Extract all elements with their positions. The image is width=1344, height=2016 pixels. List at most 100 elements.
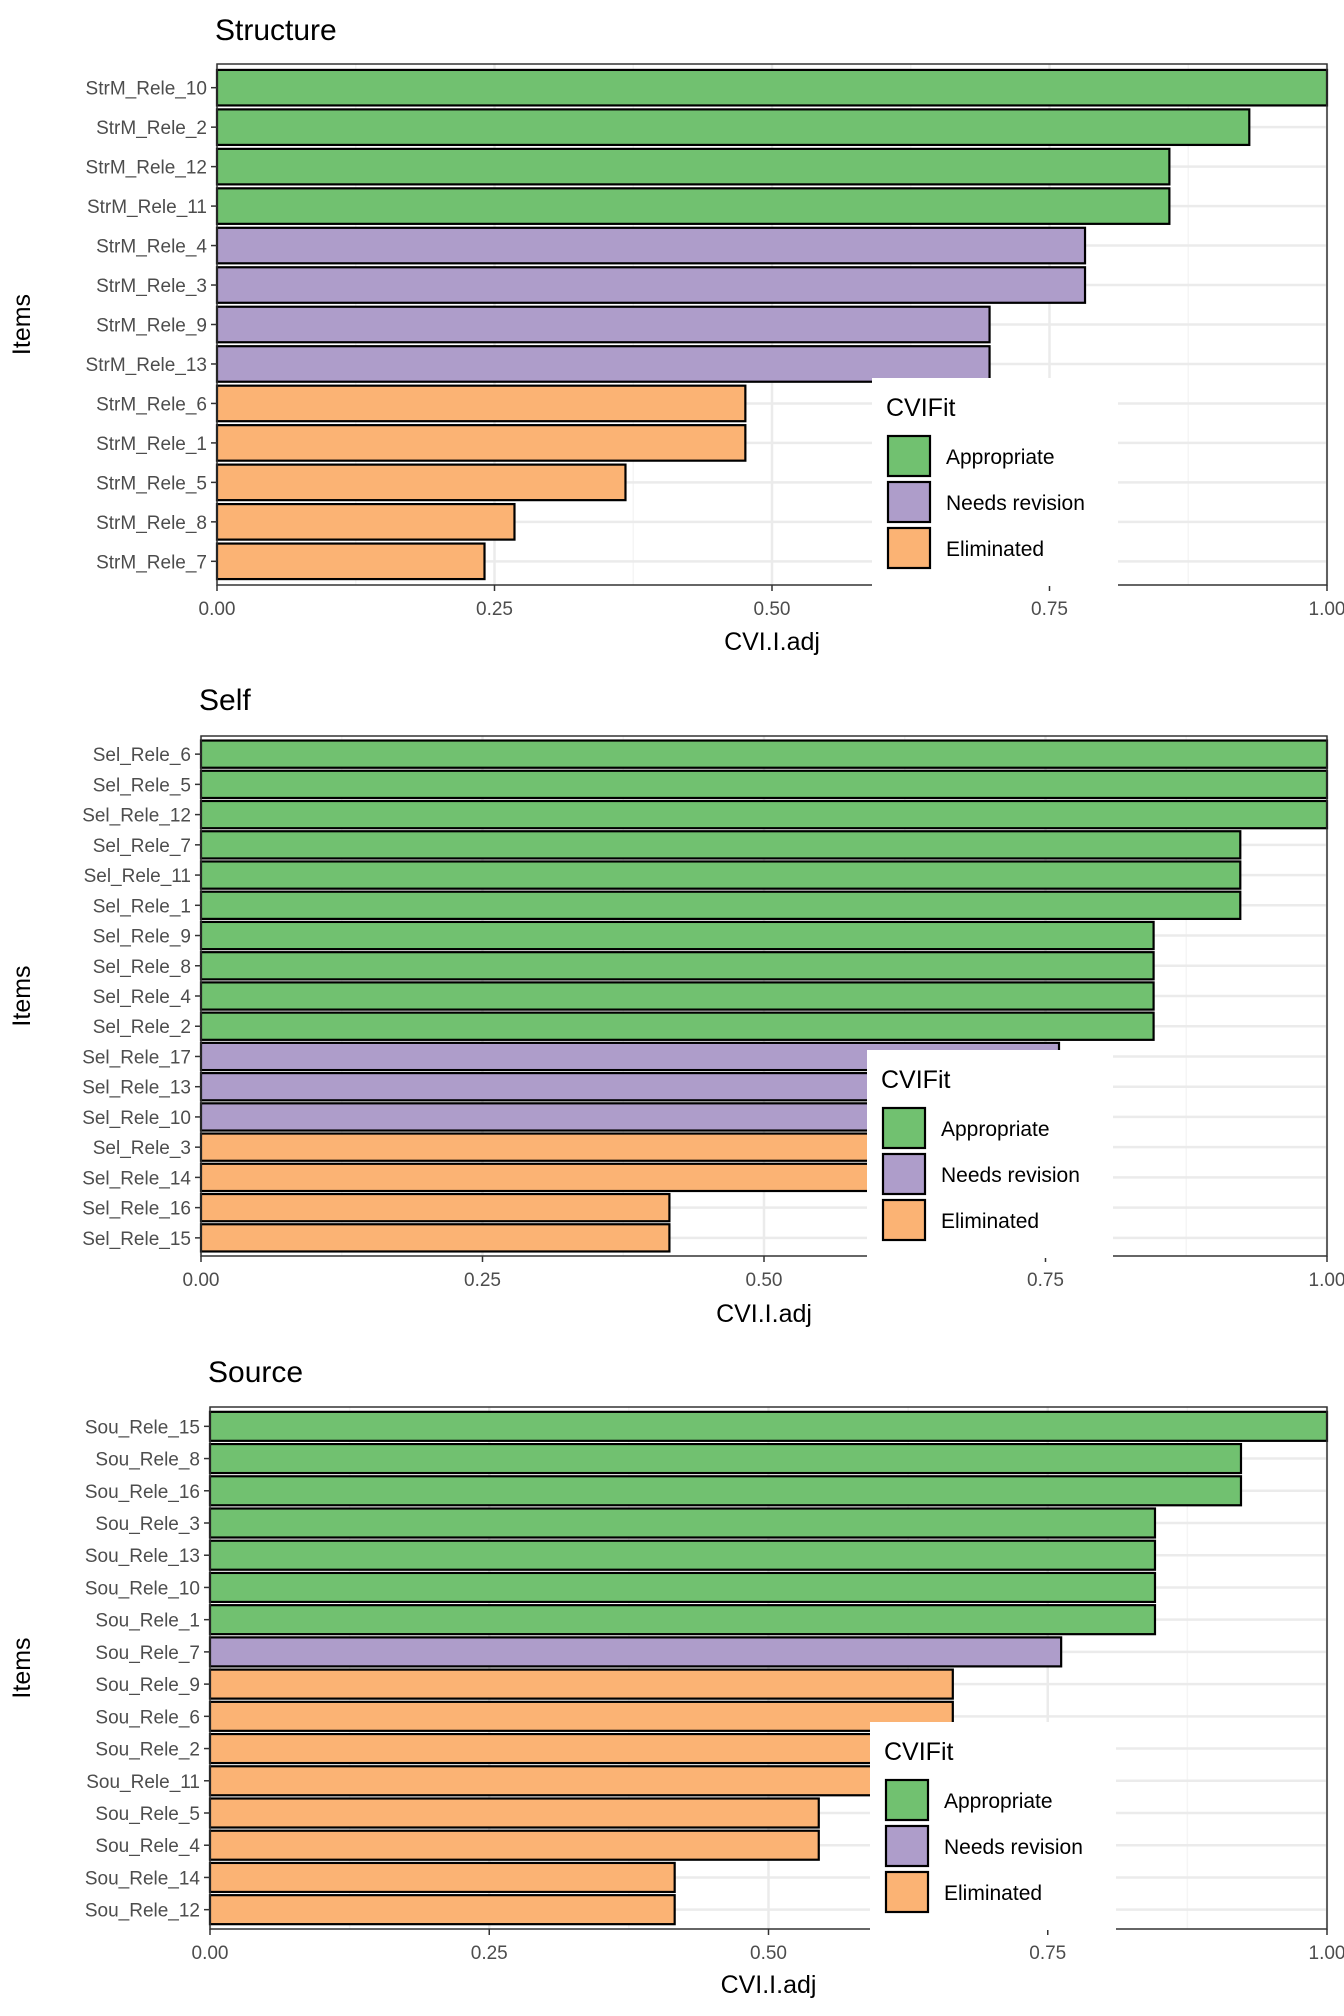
legend-key-appropriate (884, 1778, 930, 1822)
y-axis-label: Items (8, 965, 36, 1026)
y-tick-label: StrM_Rele_10 (86, 79, 207, 100)
legend-key-needs-revision (886, 480, 932, 524)
y-tick-label: StrM_Rele_13 (86, 355, 207, 376)
bar-sel-rele-9 (199, 920, 1155, 951)
legend: CVIFit Appropriate Needs revision Eliminate… (872, 378, 1118, 586)
bar-strm-rele-2 (215, 108, 1251, 147)
y-tick-label: Sel_Rele_9 (93, 927, 191, 948)
y-tick-label: StrM_Rele_9 (96, 316, 207, 337)
y-tick-label: Sel_Rele_1 (93, 896, 191, 917)
bar-sel-rele-1 (199, 890, 1242, 921)
y-tick-label: Sou_Rele_11 (86, 1772, 200, 1793)
bar-sou-rele-2 (208, 1732, 938, 1765)
panel-title: Source (208, 1356, 303, 1389)
y-tick-label: Sou_Rele_8 (95, 1450, 200, 1471)
y-tick-label: Sou_Rele_12 (85, 1901, 200, 1922)
y-tick-label: Sel_Rele_11 (84, 866, 191, 887)
legend: CVIFit Appropriate Needs revision Eliminate… (870, 1722, 1116, 1930)
panel-border (216, 63, 1328, 586)
bar-strm-rele-3 (215, 266, 1087, 304)
y-tick-label: StrM_Rele_6 (96, 394, 207, 415)
y-tick-label: StrM_Rele_12 (86, 158, 207, 179)
y-tick-label: Sel_Rele_13 (82, 1078, 191, 1099)
panel-border (209, 1406, 1328, 1930)
y-tick-label: Sel_Rele_2 (93, 1017, 191, 1038)
bar-sou-rele-11 (208, 1765, 938, 1797)
bar-sou-rele-10 (208, 1571, 1157, 1604)
legend-label: Appropriate (941, 1118, 1050, 1141)
bar-sou-rele-15 (208, 1410, 1329, 1442)
y-tick-label: StrM_Rele_8 (96, 513, 207, 534)
x-axis-label: CVI.I.adj (724, 628, 820, 656)
y-tick-label: Sel_Rele_12 (82, 806, 191, 827)
y-tick-label: StrM_Rele_2 (96, 118, 207, 139)
y-tick-label: Sel_Rele_10 (82, 1108, 191, 1129)
bar-strm-rele-11 (215, 187, 1171, 225)
bar-sou-rele-6 (208, 1700, 954, 1732)
legend-key-needs-revision (881, 1152, 927, 1196)
bar-strm-rele-9 (215, 305, 991, 344)
bar-sel-rele-3 (199, 1132, 935, 1162)
y-tick-label: Sou_Rele_13 (85, 1546, 200, 1567)
bar-sou-rele-14 (208, 1861, 676, 1894)
legend-label: Appropriate (946, 446, 1055, 469)
bar-sel-rele-15 (199, 1223, 671, 1253)
bar-strm-rele-1 (215, 424, 747, 462)
y-tick-label: Sou_Rele_16 (85, 1482, 200, 1503)
panel-structure: Structure StrM_Rele_10 StrM_Rele_2 StrM_Rel… (8, 14, 1344, 656)
y-tick-label: Sou_Rele_9 (95, 1675, 200, 1696)
y-tick-label: Sel_Rele_15 (82, 1229, 191, 1250)
bar-sel-rele-16 (199, 1192, 671, 1223)
y-tick-label: Sou_Rele_5 (95, 1804, 200, 1825)
bar-sou-rele-4 (208, 1829, 820, 1861)
y-axis-label: Items (8, 1637, 36, 1698)
y-tick-label: StrM_Rele_5 (96, 473, 207, 494)
panel-self: Self Sel_Rele_6 Sel_Rele_5 Sel_Rele_12 Sel_R… (8, 684, 1344, 1328)
bar-sel-rele-5 (199, 769, 1329, 800)
x-tick-label: 0.25 (471, 1943, 508, 1964)
bar-sel-rele-11 (199, 860, 1242, 890)
x-tick-label: 0.00 (199, 599, 236, 620)
y-tick-label: StrM_Rele_11 (87, 197, 207, 218)
legend-label: Appropriate (944, 1790, 1053, 1813)
legend-key-appropriate (886, 434, 932, 478)
y-tick-label: StrM_Rele_3 (96, 276, 207, 297)
bar-sel-rele-6 (199, 739, 1329, 769)
x-axis-label: CVI.I.adj (716, 1300, 812, 1328)
x-tick-label: 0.50 (746, 1270, 783, 1291)
bar-sel-rele-2 (199, 1011, 1155, 1041)
panel-source: Source Sou_Rele_15 Sou_Rele_8 Sou_Rele_16 So… (8, 1356, 1344, 1999)
legend-label: Needs revision (941, 1164, 1080, 1187)
bar-sel-rele-8 (199, 951, 1155, 981)
y-tick-label: Sou_Rele_3 (95, 1514, 200, 1535)
bar-sel-rele-4 (199, 981, 1155, 1011)
y-tick-label: Sou_Rele_1 (95, 1611, 200, 1632)
bar-sou-rele-9 (208, 1668, 954, 1700)
legend-title: CVIFit (884, 1738, 954, 1766)
y-tick-label: Sou_Rele_15 (85, 1417, 200, 1438)
bar-strm-rele-7 (215, 542, 486, 581)
y-tick-label: Sel_Rele_6 (93, 745, 191, 766)
x-tick-label: 0.75 (1029, 1943, 1066, 1964)
legend-label: Needs revision (946, 492, 1085, 515)
legend-key-eliminated (884, 1870, 930, 1914)
bar-sel-rele-7 (199, 830, 1242, 860)
x-tick-label: 1.00 (1309, 599, 1344, 620)
legend-title: CVIFit (881, 1066, 951, 1094)
y-tick-label: Sel_Rele_14 (82, 1168, 191, 1189)
y-tick-label: Sel_Rele_16 (82, 1199, 191, 1220)
x-tick-label: 0.50 (750, 1943, 787, 1964)
y-tick-label: StrM_Rele_7 (96, 552, 207, 573)
bar-sou-rele-8 (208, 1442, 1243, 1475)
legend-key-eliminated (886, 526, 932, 570)
x-tick-label: 1.00 (1309, 1943, 1344, 1964)
x-tick-label: 0.00 (192, 1943, 229, 1964)
legend-label: Eliminated (941, 1210, 1039, 1233)
bar-sou-rele-13 (208, 1539, 1157, 1571)
legend-key-eliminated (881, 1198, 927, 1242)
legend-label: Eliminated (944, 1882, 1042, 1905)
x-tick-label: 0.00 (183, 1270, 220, 1291)
legend-key-needs-revision (884, 1824, 930, 1868)
bar-strm-rele-6 (215, 384, 747, 423)
